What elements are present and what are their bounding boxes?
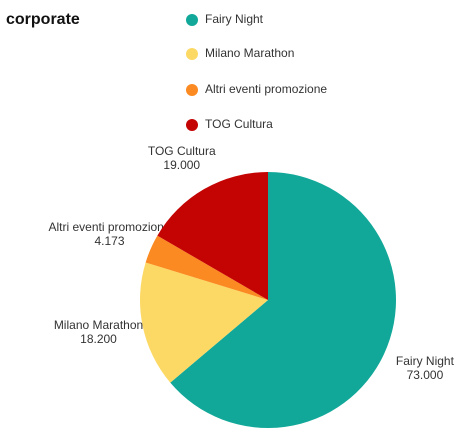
- legend-marker: [186, 84, 198, 96]
- slice-label: Altri eventi promozione: [48, 220, 170, 234]
- pie-slice: [140, 262, 268, 383]
- slice-label: Milano Marathon: [54, 318, 143, 332]
- legend-label: Altri eventi promozione: [205, 82, 327, 96]
- legend-label: Milano Marathon: [205, 46, 294, 60]
- legend-marker: [186, 48, 198, 60]
- legend-marker: [186, 14, 198, 26]
- legend-label: Fairy Night: [205, 12, 264, 26]
- pie-slice: [170, 172, 396, 429]
- slice-label: TOG Cultura: [148, 144, 216, 158]
- slice-value: 73.000: [407, 368, 444, 382]
- chart-title: corporate: [6, 11, 80, 28]
- legend-marker: [186, 119, 198, 131]
- pie-slice: [157, 172, 268, 300]
- legend-label: TOG Cultura: [205, 117, 273, 131]
- slice-value: 19.000: [163, 158, 200, 172]
- pie-slice: [145, 235, 268, 300]
- slice-value: 4.173: [94, 234, 124, 248]
- slice-value: 18.200: [80, 332, 117, 346]
- slice-label: Fairy Night: [396, 354, 455, 368]
